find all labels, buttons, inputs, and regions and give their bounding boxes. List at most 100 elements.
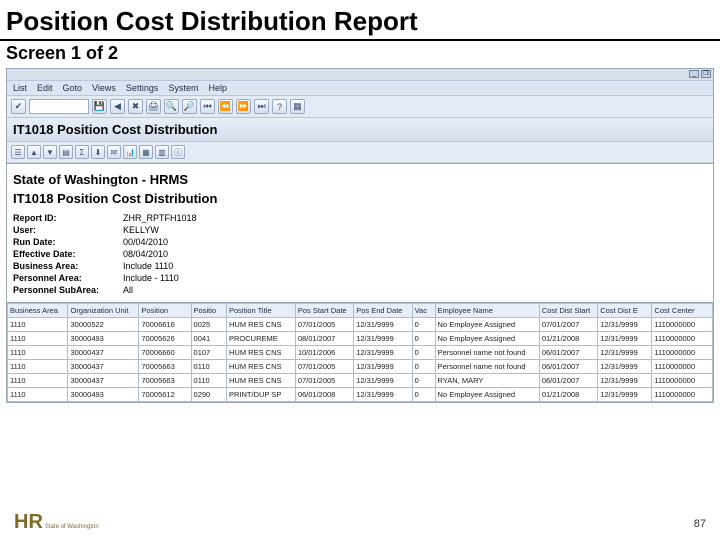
hr-logo-sub: State of Washington: [45, 524, 99, 530]
grid-cell: 12/31/9999: [598, 318, 652, 332]
table-row[interactable]: 111030000493700056260041PROCUREME08/01/2…: [8, 332, 713, 346]
grid-cell: 0110: [191, 374, 226, 388]
grid-cell: 07/01/2007: [539, 318, 597, 332]
grid-cell: 1110000000: [652, 332, 713, 346]
back-icon[interactable]: ◀: [110, 99, 125, 114]
sum-icon[interactable]: Σ: [75, 145, 89, 159]
grid-cell: 12/31/9999: [598, 332, 652, 346]
menu-goto[interactable]: Goto: [63, 83, 83, 93]
grid-cell: 07/01/2005: [295, 318, 353, 332]
grid-column-header[interactable]: Positio: [191, 304, 226, 318]
param-value: Include - 1110: [123, 272, 707, 284]
param-label: Personnel Area:: [13, 272, 123, 284]
title-rule: [0, 39, 720, 41]
grid-cell: 10/01/2006: [295, 346, 353, 360]
grid-cell: HUM RES CNS: [226, 346, 295, 360]
grid-column-header[interactable]: Business Area: [8, 304, 68, 318]
grid-cell: 1110: [8, 346, 68, 360]
grid-cell: 0110: [191, 360, 226, 374]
graphic-icon[interactable]: 📊: [123, 145, 137, 159]
menu-settings[interactable]: Settings: [126, 83, 159, 93]
footer-logo: HR State of Washington: [14, 511, 99, 534]
mail-icon[interactable]: ✉: [107, 145, 121, 159]
filter-icon[interactable]: ▤: [59, 145, 73, 159]
grid-cell: 12/31/9999: [354, 318, 412, 332]
report-heading-1: State of Washington - HRMS: [13, 172, 707, 187]
grid-cell: HUM RES CNS: [226, 318, 295, 332]
grid-cell: 12/31/9999: [598, 346, 652, 360]
grid-cell: 0290: [191, 388, 226, 402]
export-icon[interactable]: ⬇: [91, 145, 105, 159]
grid-cell: HUM RES CNS: [226, 374, 295, 388]
print-icon[interactable]: 🖨: [146, 99, 161, 114]
param-label: Personnel SubArea:: [13, 284, 123, 296]
menu-edit[interactable]: Edit: [37, 83, 53, 93]
minimize-icon[interactable]: _: [689, 70, 699, 78]
restore-icon[interactable]: ❐: [701, 70, 711, 78]
grid-cell: 70005663: [139, 360, 191, 374]
command-field[interactable]: [29, 99, 89, 114]
table-row[interactable]: 111030000437700056630110HUM RES CNS07/01…: [8, 360, 713, 374]
last-page-icon[interactable]: ⏭: [254, 99, 269, 114]
table-row[interactable]: 111030000437700056630110HUM RES CNS07/01…: [8, 374, 713, 388]
first-page-icon[interactable]: ⏮: [200, 99, 215, 114]
grid-column-header[interactable]: Pos End Date: [354, 304, 412, 318]
table-row[interactable]: 111030000437700066600107HUM RES CNS10/01…: [8, 346, 713, 360]
grid-column-header[interactable]: Employee Name: [435, 304, 539, 318]
menu-views[interactable]: Views: [92, 83, 116, 93]
menu-help[interactable]: Help: [208, 83, 227, 93]
info-icon[interactable]: ⓘ: [171, 145, 185, 159]
grid-cell: 70006616: [139, 318, 191, 332]
layout-icon[interactable]: ▦: [290, 99, 305, 114]
table-row[interactable]: 111030000522700066160025HUM RES CNS07/01…: [8, 318, 713, 332]
grid-cell: PRINT/DUP SP: [226, 388, 295, 402]
change-layout-icon[interactable]: ▦: [139, 145, 153, 159]
find-icon[interactable]: 🔍: [164, 99, 179, 114]
grid-cell: 0041: [191, 332, 226, 346]
exit-icon[interactable]: ✖: [128, 99, 143, 114]
grid-column-header[interactable]: Position Title: [226, 304, 295, 318]
save-icon[interactable]: 💾: [92, 99, 107, 114]
grid-column-header[interactable]: Vac: [412, 304, 435, 318]
find-next-icon[interactable]: 🔎: [182, 99, 197, 114]
grid-cell: 1110000000: [652, 388, 713, 402]
grid-cell: 1110: [8, 388, 68, 402]
grid-column-header[interactable]: Organization Unit: [68, 304, 139, 318]
grid-cell: 06/01/2008: [295, 388, 353, 402]
grid-column-header[interactable]: Cost Center: [652, 304, 713, 318]
enter-icon[interactable]: ✔: [11, 99, 26, 114]
grid-cell: 06/01/2007: [539, 374, 597, 388]
grid-cell: 1110000000: [652, 346, 713, 360]
grid-cell: 12/31/9999: [354, 360, 412, 374]
grid-cell: 0: [412, 388, 435, 402]
grid-cell: 30000522: [68, 318, 139, 332]
prev-page-icon[interactable]: ⏪: [218, 99, 233, 114]
page-number: 87: [694, 518, 706, 530]
param-value: Include 1110: [123, 260, 707, 272]
next-page-icon[interactable]: ⏩: [236, 99, 251, 114]
sort-desc-icon[interactable]: ▼: [43, 145, 57, 159]
sort-asc-icon[interactable]: ▲: [27, 145, 41, 159]
grid-cell: 30000437: [68, 346, 139, 360]
param-label: Business Area:: [13, 260, 123, 272]
grid-cell: 06/01/2007: [539, 360, 597, 374]
help-icon[interactable]: ?: [272, 99, 287, 114]
menu-system[interactable]: System: [168, 83, 198, 93]
menu-list[interactable]: List: [13, 83, 27, 93]
select-layout-icon[interactable]: ▥: [155, 145, 169, 159]
grid-column-header[interactable]: Cost Dist E: [598, 304, 652, 318]
grid-cell: 30000437: [68, 360, 139, 374]
grid-column-header[interactable]: Position: [139, 304, 191, 318]
slide-subtitle: Screen 1 of 2: [0, 43, 720, 68]
report-pane: State of Washington - HRMS IT1018 Positi…: [7, 164, 713, 302]
details-icon[interactable]: ☰: [11, 145, 25, 159]
grid-cell: 07/01/2005: [295, 360, 353, 374]
grid-column-header[interactable]: Pos Start Date: [295, 304, 353, 318]
grid-cell: 70006660: [139, 346, 191, 360]
table-row[interactable]: 111030000493700056120290PRINT/DUP SP06/0…: [8, 388, 713, 402]
grid-cell: 70005626: [139, 332, 191, 346]
grid-column-header[interactable]: Cost Dist Start: [539, 304, 597, 318]
grid-cell: 01/21/2008: [539, 332, 597, 346]
param-label: Report ID:: [13, 212, 123, 224]
grid-cell: 0: [412, 346, 435, 360]
